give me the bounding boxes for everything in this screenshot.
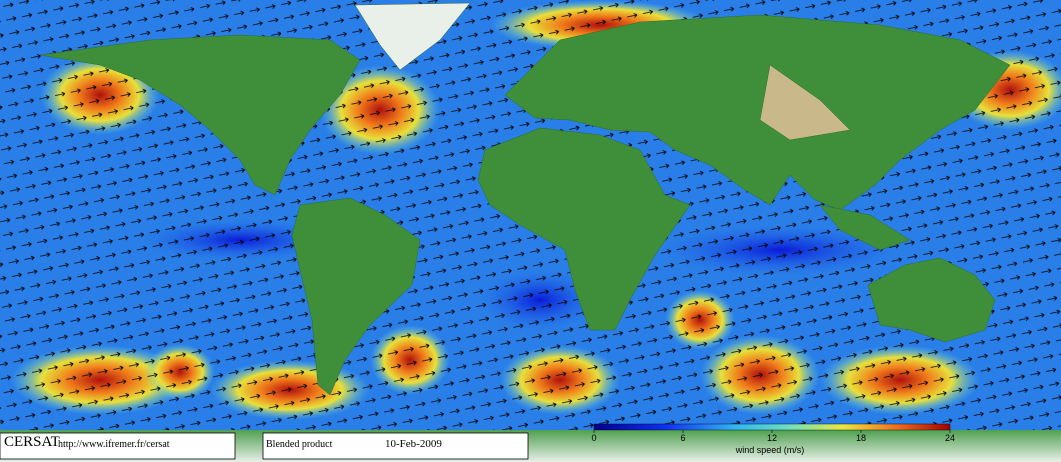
colorbar-tick-label: 0: [591, 433, 596, 443]
logo: CERSAT: [4, 434, 60, 450]
colorbar-scale: [593, 423, 951, 431]
colorbar-title: wind speed (m/s): [735, 445, 805, 455]
colorbar-tick-label: 6: [680, 433, 685, 443]
colorbar-tick-label: 24: [945, 433, 955, 443]
info-box: [0, 432, 236, 460]
colorbar-tick-label: 18: [856, 433, 866, 443]
colorbar: wind speed (m/s) 0 6 12 18 24: [591, 423, 955, 455]
date: 10-Feb-2009: [385, 438, 442, 450]
url: http://www.ifremer.fr/cersat: [58, 439, 170, 450]
product-box: [262, 432, 529, 460]
product: Blended product: [266, 439, 333, 450]
colorbar-tick-label: 12: [767, 433, 777, 443]
footer: CERSAT http://www.ifremer.fr/cersat Blen…: [0, 432, 529, 460]
